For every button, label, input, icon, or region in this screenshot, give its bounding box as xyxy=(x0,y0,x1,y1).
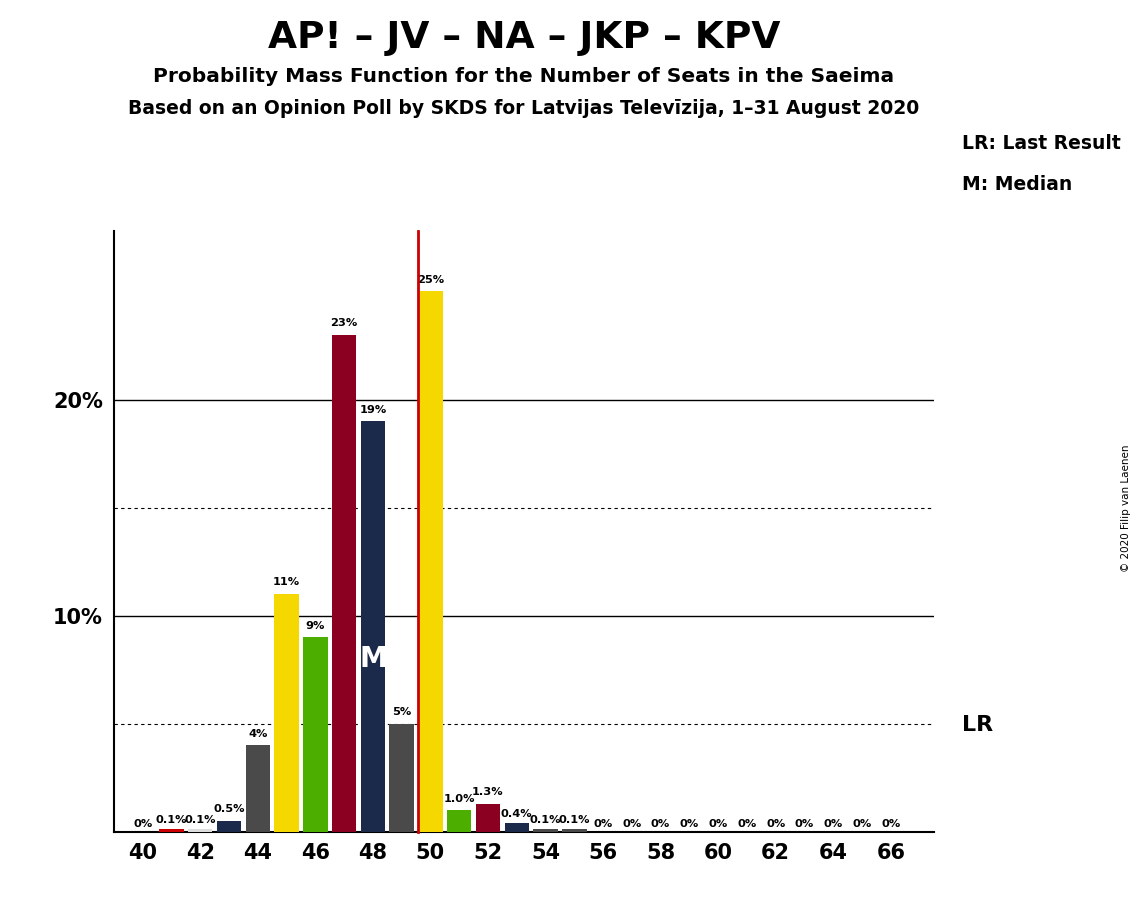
Text: 0%: 0% xyxy=(622,820,641,830)
Text: 1.0%: 1.0% xyxy=(443,794,475,804)
Text: AP! – JV – NA – JKP – KPV: AP! – JV – NA – JKP – KPV xyxy=(268,20,780,56)
Bar xyxy=(303,638,328,832)
Text: 0.4%: 0.4% xyxy=(501,808,533,819)
Text: 5%: 5% xyxy=(392,707,411,717)
Text: 0%: 0% xyxy=(680,820,699,830)
Bar xyxy=(505,823,528,832)
Bar xyxy=(361,421,385,832)
Text: 23%: 23% xyxy=(330,318,358,328)
Bar xyxy=(188,830,213,832)
Text: 0%: 0% xyxy=(852,820,871,830)
Bar xyxy=(562,830,587,832)
Bar xyxy=(159,830,183,832)
Text: Probability Mass Function for the Number of Seats in the Saeima: Probability Mass Function for the Number… xyxy=(154,67,894,86)
Bar xyxy=(246,745,270,832)
Bar xyxy=(418,291,443,832)
Text: LR: Last Result: LR: Last Result xyxy=(962,134,1121,152)
Text: 0%: 0% xyxy=(767,820,786,830)
Text: 4%: 4% xyxy=(248,729,268,738)
Text: 0%: 0% xyxy=(133,820,153,830)
Text: 0%: 0% xyxy=(652,820,670,830)
Text: 0%: 0% xyxy=(737,820,756,830)
Bar xyxy=(476,804,500,832)
Text: 0.1%: 0.1% xyxy=(530,815,562,825)
Text: 0.1%: 0.1% xyxy=(156,815,187,825)
Text: 0%: 0% xyxy=(795,820,814,830)
Text: 0.1%: 0.1% xyxy=(558,815,590,825)
Text: 0.1%: 0.1% xyxy=(185,815,216,825)
Text: 0%: 0% xyxy=(593,820,613,830)
Text: 9%: 9% xyxy=(305,621,325,631)
Text: Based on an Opinion Poll by SKDS for Latvijas Televīzija, 1–31 August 2020: Based on an Opinion Poll by SKDS for Lat… xyxy=(129,99,919,118)
Text: 0%: 0% xyxy=(882,820,901,830)
Bar xyxy=(216,821,241,832)
Text: 25%: 25% xyxy=(417,275,444,285)
Text: 11%: 11% xyxy=(273,578,300,588)
Bar xyxy=(446,810,472,832)
Bar xyxy=(533,830,558,832)
Text: 0.5%: 0.5% xyxy=(213,804,245,814)
Text: © 2020 Filip van Laenen: © 2020 Filip van Laenen xyxy=(1121,444,1131,572)
Bar xyxy=(390,723,413,832)
Text: LR: LR xyxy=(962,715,993,736)
Text: M: Median: M: Median xyxy=(962,176,1073,194)
Text: 0%: 0% xyxy=(708,820,728,830)
Text: M: M xyxy=(359,645,386,674)
Text: 1.3%: 1.3% xyxy=(473,787,503,797)
Text: 0%: 0% xyxy=(823,820,843,830)
Bar xyxy=(331,334,357,832)
Text: 19%: 19% xyxy=(359,405,386,415)
Bar xyxy=(274,594,298,832)
